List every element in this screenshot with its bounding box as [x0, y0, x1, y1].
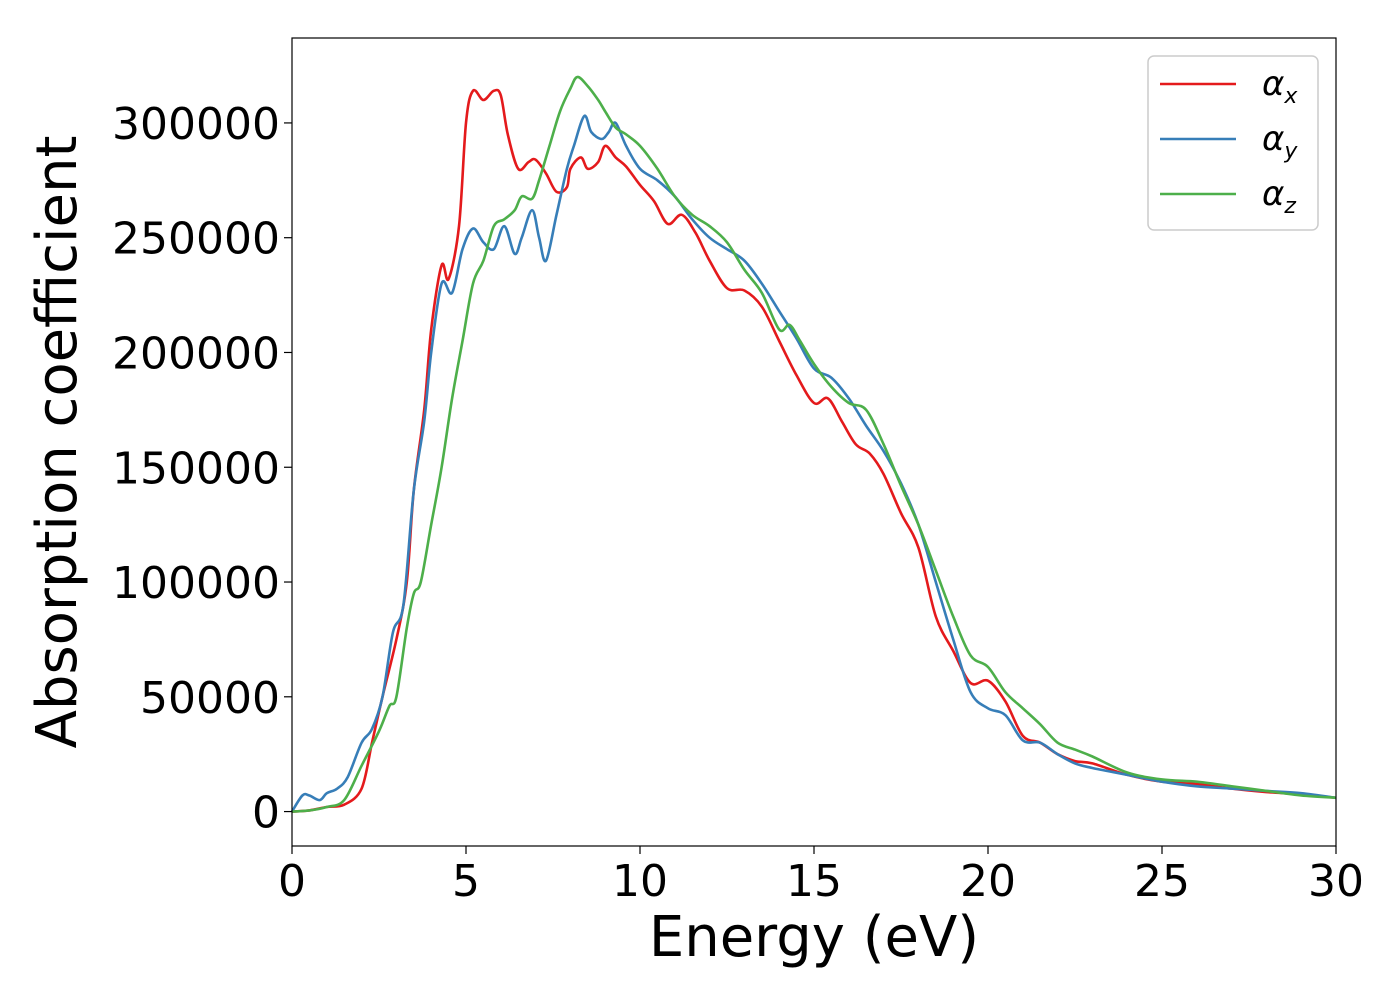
x-tick-label: 15: [786, 856, 842, 907]
x-tick-label: 0: [278, 856, 306, 907]
x-tick-label: 10: [612, 856, 668, 907]
series-line-alpha-x: [291, 88, 1337, 813]
x-tick-label: 25: [1134, 856, 1190, 907]
legend-box: [1147, 55, 1319, 231]
x-tick-label: 30: [1308, 856, 1364, 907]
x-tick-label: 20: [960, 856, 1016, 907]
y-tick-label: 300000: [112, 99, 280, 150]
y-tick-label: 0: [252, 788, 280, 839]
y-axis-title: Absorption coefficient: [25, 136, 90, 749]
y-tick-label: 150000: [112, 443, 280, 494]
y-tick-label: 100000: [112, 558, 280, 609]
series-line-alpha-y: [290, 114, 1337, 813]
x-axis-ticks: 0 5 10 15 20 25 30: [278, 846, 1364, 907]
y-axis-ticks: 0 50000 100000 150000 200000 250000 300000: [112, 99, 292, 839]
series-line-alpha-z: [291, 75, 1337, 813]
x-axis-title: Energy (eV): [649, 905, 979, 970]
series-lines: [290, 75, 1337, 813]
x-tick-label: 5: [452, 856, 480, 907]
y-tick-label: 250000: [112, 214, 280, 265]
y-tick-label: 50000: [140, 673, 280, 724]
y-tick-label: 200000: [112, 328, 280, 379]
